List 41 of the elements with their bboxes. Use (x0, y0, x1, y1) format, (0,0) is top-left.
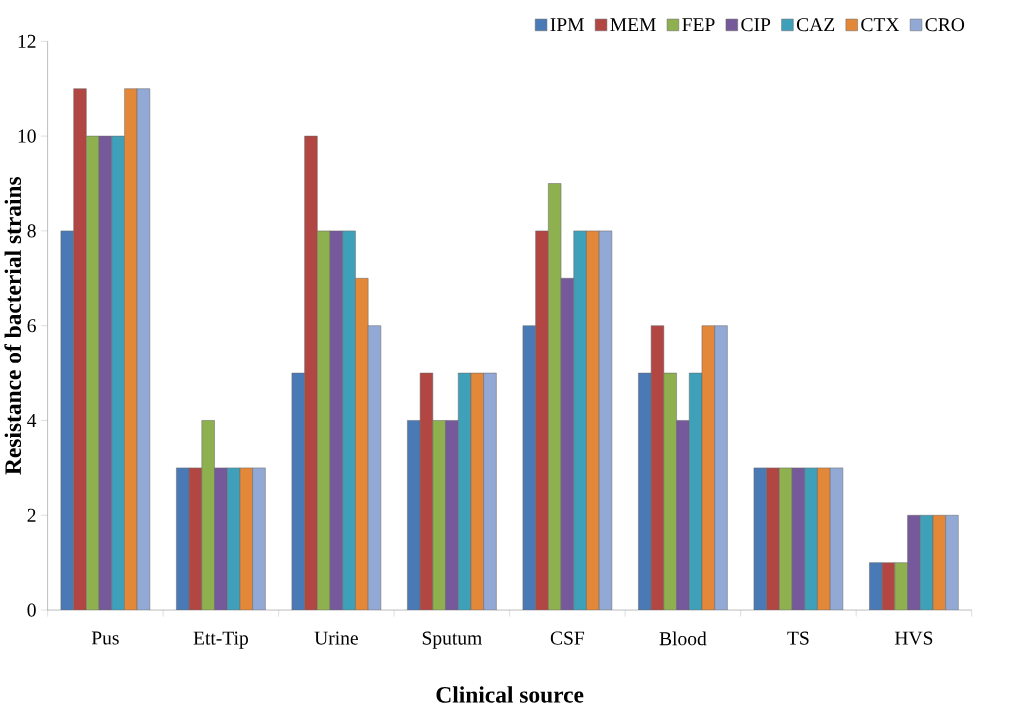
bar (907, 514, 921, 610)
x-tick-label: CSF (550, 631, 585, 645)
bar (445, 420, 459, 610)
bar (214, 467, 228, 610)
y-tick-label: 0 (27, 603, 36, 617)
y-tick-label: 4 (27, 413, 37, 427)
bar (535, 230, 549, 610)
bar (342, 230, 356, 610)
x-tick-label: Blood (659, 631, 707, 646)
y-tick-label: 2 (27, 508, 36, 522)
bar (586, 230, 600, 610)
legend-label: CIP (741, 18, 771, 32)
bar (817, 467, 831, 610)
y-tick-label: 12 (18, 34, 36, 48)
x-tick-label: Urine (314, 631, 358, 645)
x-tick-label: Sputum (422, 631, 482, 649)
bar (676, 420, 690, 610)
x-tick-label: TS (787, 631, 809, 645)
x-tick-label: Ett-Tip (193, 631, 248, 649)
y-tick-label: 8 (27, 224, 36, 238)
legend-label: CRO (925, 18, 965, 32)
y-tick-label: 6 (27, 319, 36, 333)
bar (573, 230, 587, 610)
y-tick-label: 10 (18, 129, 36, 143)
bar (304, 135, 318, 610)
legend-label: IPM (550, 18, 584, 31)
y-axis-title: Resistance of bacterial strains (4, 176, 22, 475)
x-tick-label: HVS (894, 631, 933, 645)
bar (432, 420, 446, 610)
legend-label: CTX (861, 18, 900, 32)
legend-label: CAZ (796, 18, 835, 32)
x-axis-title: Clinical source (436, 686, 584, 703)
legend-label: MEM (610, 18, 656, 31)
bar (766, 467, 780, 610)
bar (804, 467, 818, 610)
bar (111, 135, 125, 610)
x-tick-label: Pus (91, 631, 119, 645)
bar (201, 420, 215, 610)
legend-label: FEP (682, 18, 715, 31)
bar (73, 88, 87, 610)
bar (663, 372, 677, 610)
